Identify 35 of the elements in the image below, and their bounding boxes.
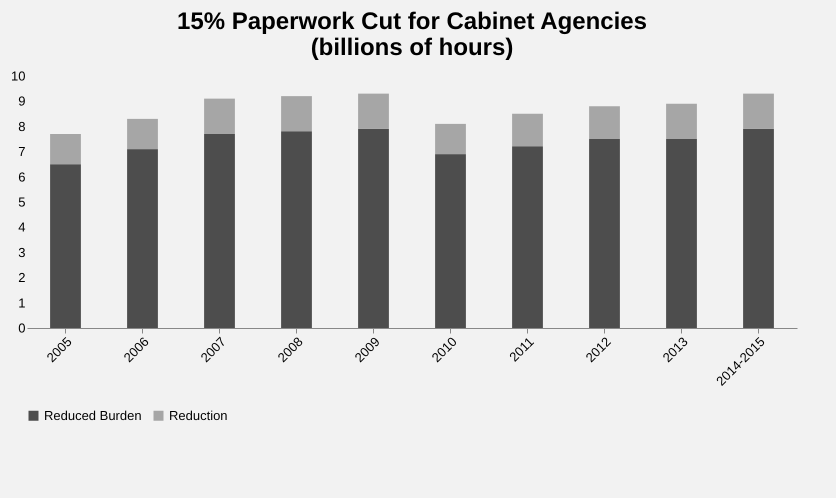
- bar: [512, 114, 543, 147]
- bar: [435, 124, 466, 154]
- y-tick-label: 5: [18, 194, 26, 210]
- y-tick-label: 2: [18, 270, 26, 286]
- bar: [204, 134, 235, 328]
- y-tick-label: 0: [18, 320, 26, 336]
- bar: [512, 146, 543, 328]
- bar: [666, 139, 697, 328]
- bar: [204, 98, 235, 134]
- y-tick-label: 9: [18, 94, 26, 109]
- y-tick-label: 4: [18, 220, 26, 235]
- bar: [50, 164, 81, 328]
- bar: [743, 94, 774, 129]
- bar: [358, 128, 389, 328]
- bar: [358, 94, 389, 129]
- y-tick-label: 6: [18, 169, 26, 184]
- y-tick-label: 1: [18, 295, 26, 310]
- y-tick-label: 10: [11, 68, 26, 84]
- bar: [666, 104, 697, 139]
- y-tick-label: 3: [18, 244, 26, 260]
- y-tick-label: 8: [18, 118, 26, 134]
- legend-label: Reduction: [169, 408, 228, 423]
- bar: [127, 118, 158, 150]
- bar: [589, 139, 620, 328]
- text: 15% Paperwork Cut for Cabinet Agencies: [177, 8, 647, 35]
- bar: [127, 149, 158, 328]
- bar: [281, 131, 312, 328]
- bar: [281, 96, 312, 132]
- bar: [50, 134, 81, 164]
- y-tick-label: 7: [18, 144, 26, 160]
- text: (billions of hours): [310, 34, 514, 61]
- bar: [743, 128, 774, 328]
- bar: [435, 154, 466, 328]
- bar: [589, 106, 620, 139]
- legend-label: Reduced Burden: [44, 408, 142, 423]
